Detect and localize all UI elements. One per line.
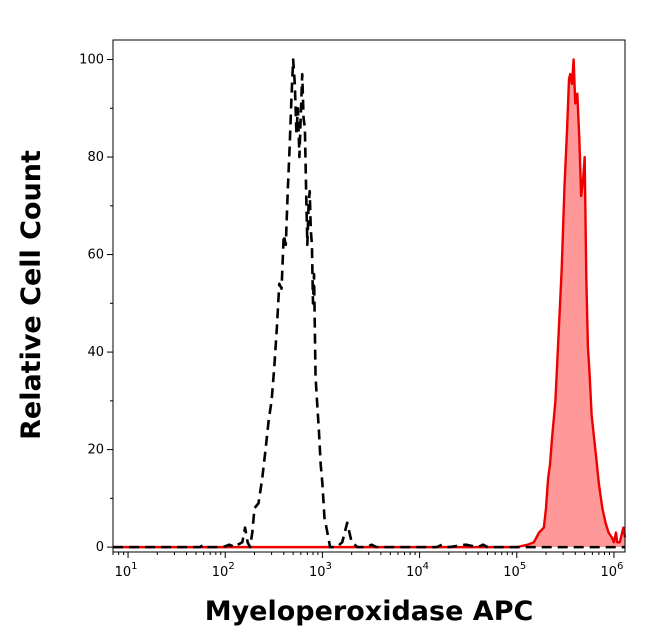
x-axis-label: Myeloperoxidase APC <box>205 596 534 627</box>
x-tick-label: 103 <box>309 561 332 580</box>
y-axis-label: Relative Cell Count <box>16 150 47 440</box>
series-1-area <box>113 59 625 548</box>
y-tick-label: 80 <box>87 150 104 165</box>
y-tick-label: 40 <box>87 345 104 360</box>
y-tick-label: 20 <box>87 443 104 458</box>
x-tick-label: 104 <box>406 561 429 580</box>
series-1-line <box>113 58 627 549</box>
x-tick-label: 105 <box>503 561 526 580</box>
y-tick-label: 60 <box>87 248 104 263</box>
series-0-line <box>113 58 625 549</box>
x-tick-label: 101 <box>115 561 138 580</box>
y-tick-label: 0 <box>96 540 104 555</box>
x-tick-label: 102 <box>212 561 235 580</box>
y-tick-label: 100 <box>79 53 104 68</box>
x-tick-label: 106 <box>600 561 623 580</box>
